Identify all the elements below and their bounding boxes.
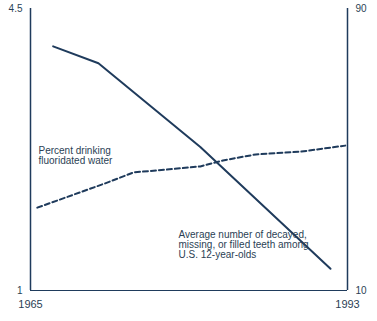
svg-text:10: 10 (356, 285, 368, 296)
svg-text:1965: 1965 (18, 298, 42, 310)
svg-text:1993: 1993 (335, 298, 359, 310)
svg-text:1: 1 (17, 285, 23, 296)
svg-text:Percent drinkingfluoridated wa: Percent drinkingfluoridated water (39, 145, 114, 166)
svg-text:4.5: 4.5 (9, 3, 23, 14)
svg-text:Average number of decayed,miss: Average number of decayed,missing, or fi… (179, 229, 309, 260)
svg-text:90: 90 (356, 3, 368, 14)
